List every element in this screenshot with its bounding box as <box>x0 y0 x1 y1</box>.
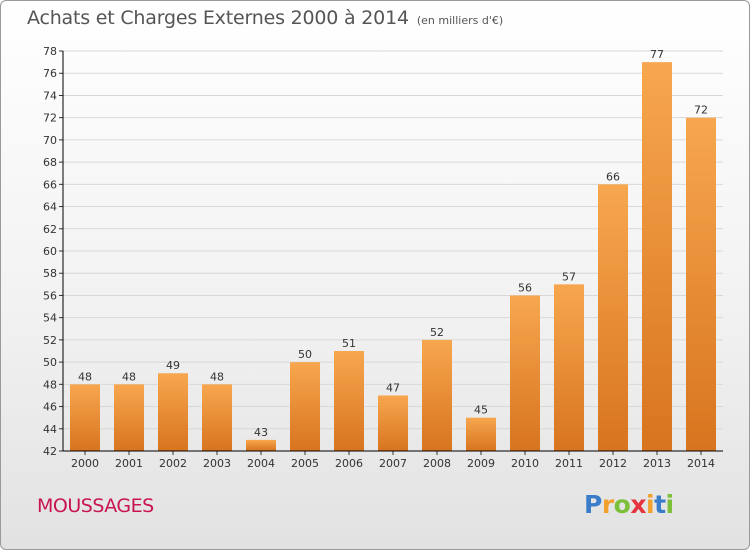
bar <box>598 184 628 452</box>
x-tick-label: 2003 <box>203 457 231 470</box>
bar <box>334 351 364 451</box>
x-tick-label: 2007 <box>379 457 407 470</box>
x-tick-label: 2012 <box>599 457 627 470</box>
y-tick-label: 46 <box>43 401 57 414</box>
bar <box>642 62 672 451</box>
y-tick-label: 42 <box>43 445 57 458</box>
y-tick-label: 60 <box>43 245 57 258</box>
logo-letter: x <box>630 490 646 519</box>
x-tick-label: 2006 <box>335 457 363 470</box>
logo-letter: i <box>646 490 655 519</box>
bar-value-label: 48 <box>122 370 136 383</box>
bar-value-label: 77 <box>650 48 664 61</box>
bar <box>686 117 716 452</box>
y-tick-label: 56 <box>43 289 57 302</box>
x-tick-label: 2001 <box>115 457 143 470</box>
x-tick-label: 2010 <box>511 457 539 470</box>
x-tick-label: 2004 <box>247 457 275 470</box>
bar <box>114 384 144 451</box>
x-tick-label: 2000 <box>71 457 99 470</box>
bar <box>510 295 540 451</box>
bar <box>554 284 584 451</box>
y-tick-label: 66 <box>43 178 57 191</box>
bar <box>378 395 408 451</box>
y-tick-label: 74 <box>43 89 57 102</box>
y-tick-label: 52 <box>43 334 57 347</box>
bar <box>290 362 320 451</box>
logo-letter: i <box>665 490 675 519</box>
y-tick-label: 64 <box>43 201 57 214</box>
title-text: Achats et Charges Externes 2000 à 2014 <box>27 7 409 29</box>
y-tick-label: 50 <box>43 356 57 369</box>
bar-value-label: 48 <box>210 370 224 383</box>
unit-text: (en milliers d'€) <box>416 14 504 27</box>
bar-value-label: 56 <box>518 281 532 294</box>
x-tick-label: 2008 <box>423 457 451 470</box>
y-tick-label: 48 <box>43 378 57 391</box>
bar-value-label: 49 <box>166 359 180 372</box>
x-tick-label: 2005 <box>291 457 319 470</box>
bar <box>466 417 496 451</box>
bar-value-label: 51 <box>342 337 356 350</box>
y-tick-label: 78 <box>43 45 57 58</box>
y-tick-label: 76 <box>43 67 57 80</box>
bar <box>70 384 100 451</box>
x-tick-label: 2013 <box>643 457 671 470</box>
x-tick-label: 2002 <box>159 457 187 470</box>
x-tick-label: 2011 <box>555 457 583 470</box>
y-tick-label: 62 <box>43 223 57 236</box>
x-tick-label: 2014 <box>687 457 715 470</box>
logo-letter: r <box>601 490 614 519</box>
bar <box>202 384 232 451</box>
place-name: MOUSSAGES <box>37 495 154 517</box>
bar-value-label: 47 <box>386 381 400 394</box>
bar-value-label: 45 <box>474 404 488 417</box>
y-tick-label: 58 <box>43 267 57 280</box>
chart-title: Achats et Charges Externes 2000 à 2014 (e… <box>27 7 503 29</box>
y-tick-label: 44 <box>43 423 57 436</box>
bar-value-label: 43 <box>254 426 268 439</box>
proxiti-logo: Proxiti <box>584 490 674 519</box>
y-tick-label: 70 <box>43 134 57 147</box>
bar <box>158 373 188 451</box>
x-tick-label: 2009 <box>467 457 495 470</box>
logo-letter: P <box>584 490 602 519</box>
logo-letter: o <box>613 490 631 519</box>
bar-value-label: 72 <box>694 104 708 117</box>
y-tick-label: 68 <box>43 156 57 169</box>
bar <box>246 439 276 451</box>
y-tick-label: 72 <box>43 112 57 125</box>
bar-value-label: 50 <box>298 348 312 361</box>
bar-value-label: 57 <box>562 270 576 283</box>
bar-value-label: 66 <box>606 170 620 183</box>
y-tick-label: 54 <box>43 312 57 325</box>
logo-letter: t <box>654 490 666 519</box>
bar <box>422 339 452 451</box>
bar-value-label: 52 <box>430 326 444 339</box>
bar-value-label: 48 <box>78 370 92 383</box>
